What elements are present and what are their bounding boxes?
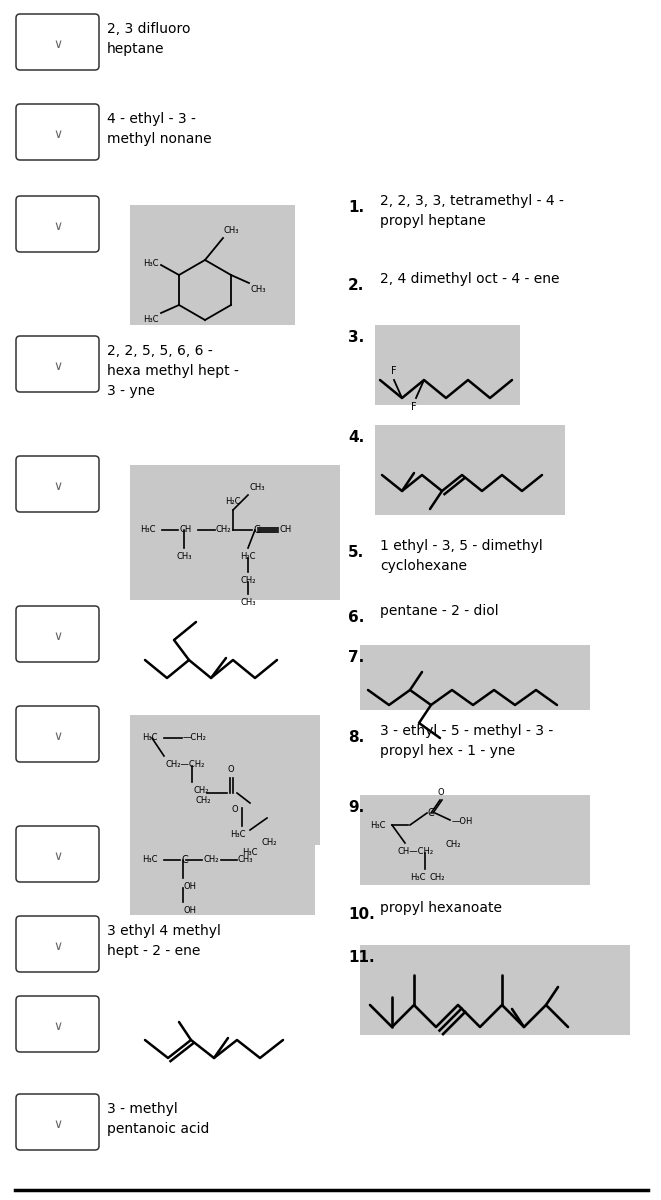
FancyBboxPatch shape: [16, 1094, 99, 1150]
Text: CH₂—CH₂: CH₂—CH₂: [165, 760, 204, 769]
Text: CH₃: CH₃: [240, 598, 256, 607]
Text: CH₃: CH₃: [224, 226, 239, 235]
Text: ∨: ∨: [53, 730, 62, 743]
Bar: [360, 794, 590, 886]
Text: 3.: 3.: [348, 330, 364, 346]
Text: 5.: 5.: [348, 545, 364, 560]
Text: H₃C: H₃C: [143, 314, 159, 324]
Text: H₃C: H₃C: [242, 848, 258, 857]
FancyBboxPatch shape: [16, 916, 99, 972]
Text: ∨: ∨: [53, 1020, 62, 1032]
Text: F: F: [391, 366, 397, 376]
Text: ∨: ∨: [53, 360, 62, 372]
Text: 7.: 7.: [348, 650, 364, 665]
Text: OH: OH: [184, 882, 197, 890]
Text: H₃C: H₃C: [142, 733, 157, 743]
Text: C: C: [253, 526, 260, 535]
Text: CH₂: CH₂: [240, 576, 256, 584]
Text: CH₂: CH₂: [203, 856, 219, 864]
Text: 2, 2, 5, 5, 6, 6 -
hexa methyl hept -
3 - yne: 2, 2, 5, 5, 6, 6 - hexa methyl hept - 3 …: [107, 344, 239, 398]
Text: 3 - ethyl - 5 - methyl - 3 -
propyl hex - 1 - yne: 3 - ethyl - 5 - methyl - 3 - propyl hex …: [380, 724, 553, 758]
Text: ∨: ∨: [53, 940, 62, 953]
FancyBboxPatch shape: [16, 14, 99, 70]
Text: ∨: ∨: [53, 850, 62, 863]
FancyBboxPatch shape: [16, 104, 99, 160]
Text: 2, 4 dimethyl oct - 4 - ene: 2, 4 dimethyl oct - 4 - ene: [380, 272, 559, 286]
Text: H₃C: H₃C: [410, 874, 426, 882]
Bar: [130, 205, 295, 325]
FancyBboxPatch shape: [16, 456, 99, 512]
Text: H₃C: H₃C: [142, 856, 157, 864]
Text: 1 ethyl - 3, 5 - dimethyl
cyclohexane: 1 ethyl - 3, 5 - dimethyl cyclohexane: [380, 539, 543, 574]
Text: CH—CH₂: CH—CH₂: [398, 847, 434, 856]
Text: ∨: ∨: [53, 37, 62, 50]
Text: —CH₂: —CH₂: [183, 733, 207, 743]
Text: 3 ethyl 4 methyl
hept - 2 - ene: 3 ethyl 4 methyl hept - 2 - ene: [107, 924, 221, 958]
Text: CH₂: CH₂: [262, 838, 278, 847]
Text: 2.: 2.: [348, 278, 364, 293]
Text: 8.: 8.: [348, 730, 364, 745]
Text: pentane - 2 - diol: pentane - 2 - diol: [380, 604, 498, 618]
Text: 4 - ethyl - 3 -
methyl nonane: 4 - ethyl - 3 - methyl nonane: [107, 112, 212, 146]
FancyBboxPatch shape: [16, 336, 99, 392]
Text: 3 - methyl
pentanoic acid: 3 - methyl pentanoic acid: [107, 1102, 210, 1136]
Text: O: O: [228, 766, 235, 774]
Text: CH₃: CH₃: [238, 856, 254, 864]
Text: CH₂: CH₂: [193, 786, 208, 794]
Text: CH₃: CH₃: [250, 482, 266, 492]
Bar: [375, 325, 520, 404]
FancyBboxPatch shape: [16, 826, 99, 882]
Bar: [375, 425, 565, 515]
Text: H₃C: H₃C: [140, 526, 155, 534]
FancyBboxPatch shape: [16, 706, 99, 762]
Text: ∨: ∨: [53, 480, 62, 492]
Text: F: F: [411, 402, 417, 412]
Text: —OH: —OH: [452, 817, 473, 827]
Text: 10.: 10.: [348, 907, 375, 922]
Text: CH: CH: [179, 526, 191, 534]
Text: H₃C: H₃C: [370, 821, 385, 829]
Bar: [130, 715, 320, 845]
Text: C: C: [428, 808, 435, 818]
Text: ∨: ∨: [53, 127, 62, 140]
Text: H₃C: H₃C: [230, 830, 245, 839]
Text: CH₂: CH₂: [445, 840, 461, 850]
Text: H₃C: H₃C: [143, 258, 159, 268]
Text: CH: CH: [280, 526, 292, 534]
Text: CH₂: CH₂: [430, 874, 446, 882]
Bar: [130, 464, 340, 600]
Text: O: O: [438, 788, 445, 797]
Text: H₂C: H₂C: [225, 497, 241, 506]
Text: O: O: [232, 805, 239, 814]
Text: C: C: [181, 854, 188, 865]
Text: propyl hexanoate: propyl hexanoate: [380, 901, 502, 914]
Text: 2, 3 difluoro
heptane: 2, 3 difluoro heptane: [107, 22, 190, 56]
Text: 4.: 4.: [348, 430, 364, 445]
Bar: [130, 835, 315, 914]
Text: H₂C: H₂C: [240, 552, 256, 560]
Text: ∨: ∨: [53, 220, 62, 233]
FancyBboxPatch shape: [16, 606, 99, 662]
Text: CH₃: CH₃: [251, 284, 266, 294]
FancyBboxPatch shape: [16, 996, 99, 1052]
FancyBboxPatch shape: [16, 196, 99, 252]
Text: 6.: 6.: [348, 610, 364, 625]
Text: 1.: 1.: [348, 200, 364, 215]
Text: CH₃: CH₃: [176, 552, 192, 560]
Text: 2, 2, 3, 3, tetramethyl - 4 -
propyl heptane: 2, 2, 3, 3, tetramethyl - 4 - propyl hep…: [380, 194, 564, 228]
Text: ∨: ∨: [53, 630, 62, 642]
Bar: [360, 646, 590, 710]
Bar: [360, 946, 630, 1034]
Text: CH₂: CH₂: [195, 796, 210, 805]
Text: ∨: ∨: [53, 1117, 62, 1130]
Text: CH₂: CH₂: [216, 526, 231, 534]
Text: 11.: 11.: [348, 950, 375, 965]
Text: 9.: 9.: [348, 800, 364, 815]
Text: OH: OH: [184, 906, 197, 914]
